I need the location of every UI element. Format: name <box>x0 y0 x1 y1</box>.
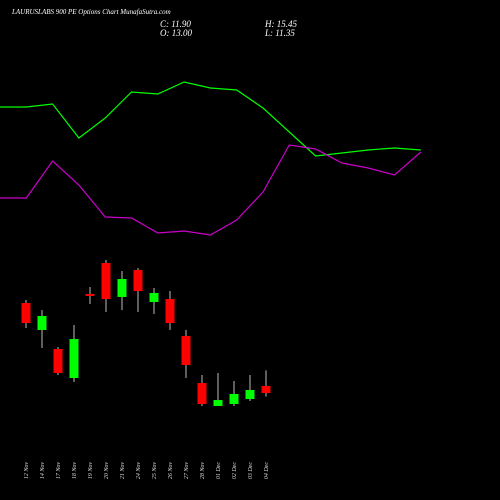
x-tick-label: 18 Nov <box>72 462 78 480</box>
x-tick-label: 28 Nov <box>200 462 206 480</box>
x-tick-label: 25 Nov <box>152 462 158 480</box>
candle-body <box>101 262 111 300</box>
candle-body <box>261 386 271 394</box>
x-tick-label: 01 Dec <box>216 462 222 479</box>
candle-body <box>53 349 63 374</box>
candle-body <box>245 389 255 400</box>
ohlc-close: C: 11.90 <box>160 19 191 29</box>
x-tick-label: 02 Dec <box>232 462 238 479</box>
x-tick-label: 20 Nov <box>104 462 110 480</box>
x-tick-label: 14 Nov <box>39 462 46 480</box>
x-tick-label: 21 Nov <box>120 462 126 480</box>
candle-body <box>69 339 79 379</box>
candle-body <box>213 400 223 406</box>
x-tick-label: 04 Dec <box>263 462 270 479</box>
ohlc-high: H: 15.45 <box>264 19 297 29</box>
candle-body <box>117 278 127 297</box>
ohlc-low: L: 11.35 <box>264 28 295 38</box>
indicator-line <box>0 81 421 157</box>
candle-body <box>181 336 191 366</box>
candle-body <box>149 293 159 302</box>
x-tick-label: 12 Nov <box>24 462 30 480</box>
x-tick-label: 19 Nov <box>88 462 94 480</box>
x-tick-label: 24 Nov <box>135 462 142 480</box>
x-tick-label: 27 Nov <box>184 462 190 480</box>
x-tick-label: 26 Nov <box>168 462 174 480</box>
candle-body <box>197 383 207 404</box>
candle-body <box>37 315 47 331</box>
chart-title: LAURUSLABS 900 PE Options Chart MunafaSu… <box>11 8 171 16</box>
candle-body <box>229 394 239 404</box>
indicator-line <box>0 144 422 236</box>
candle-body <box>21 302 31 324</box>
candle-body <box>133 269 143 292</box>
ohlc-open: O: 13.00 <box>160 28 192 38</box>
x-tick-label: 17 Nov <box>56 462 62 480</box>
candle-body <box>165 299 175 324</box>
candle-body <box>85 293 95 297</box>
x-tick-label: 03 Dec <box>248 462 254 479</box>
